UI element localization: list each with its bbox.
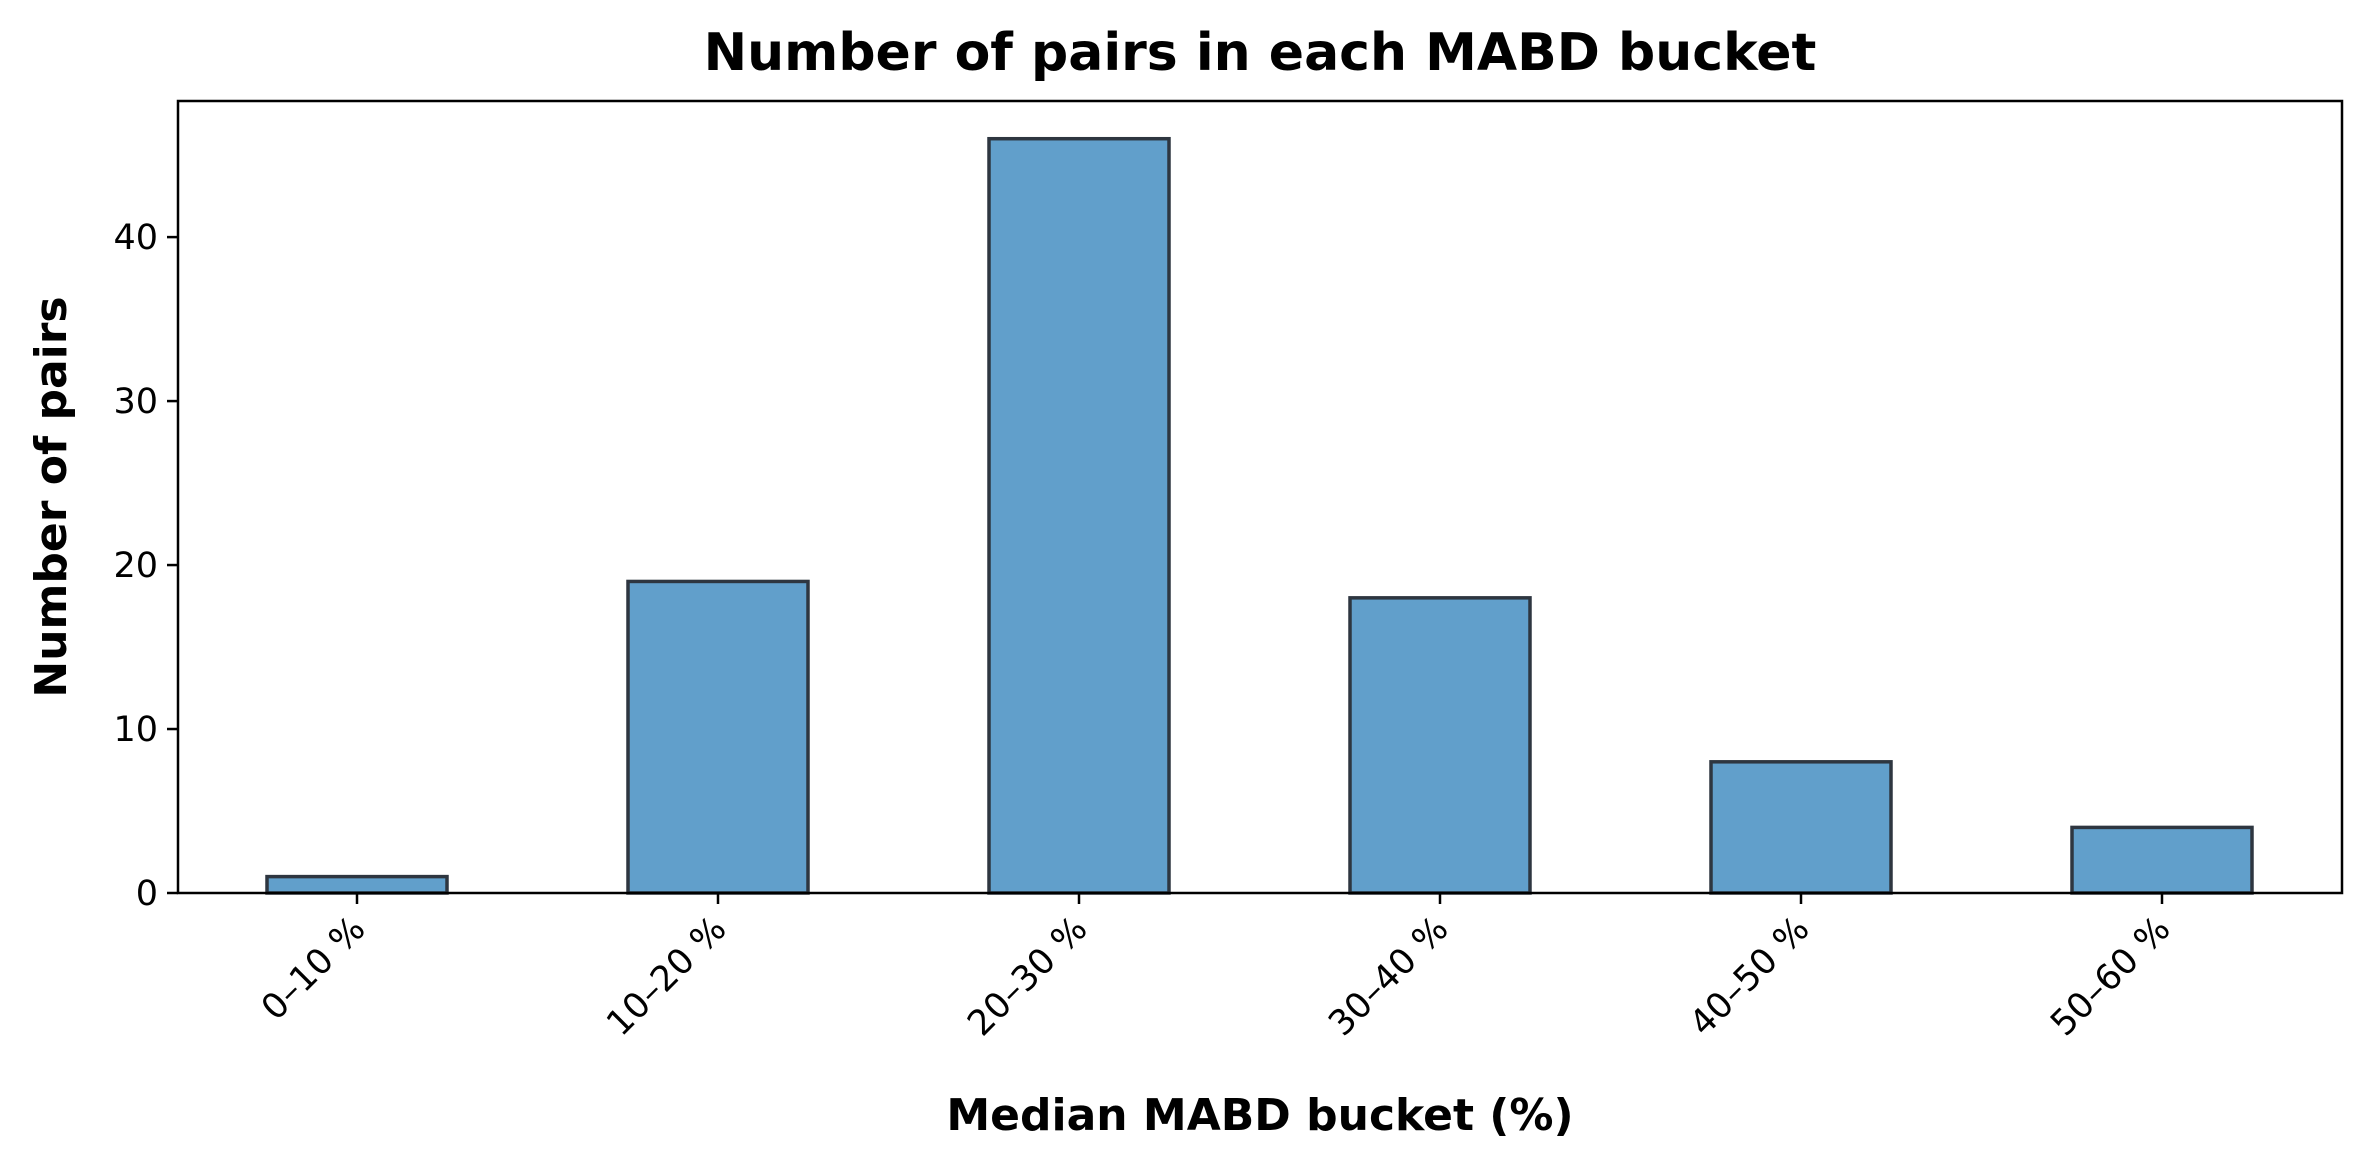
bar-3 [987,136,1171,895]
chart-title: Number of pairs in each MABD bucket [704,23,1817,83]
bar-4 [1348,596,1532,895]
bar-2 [626,579,810,895]
bars-group [265,136,2254,895]
bar-6 [2070,825,2254,895]
y-tick-label-30: 30 [113,382,158,422]
y-tick-label-40: 40 [113,218,158,258]
plot-frame [176,99,2344,895]
y-axis: 0 10 20 30 40 [113,218,178,914]
y-tick-label-10: 10 [113,710,158,750]
y-tick-label-0: 0 [136,874,158,914]
x-axis-label: Median MABD bucket (%) [946,1090,1573,1141]
y-axis-label: Number of pairs [26,296,77,697]
bar-5 [1709,760,1893,895]
y-tick-label-20: 20 [113,546,158,586]
bar-1 [265,874,449,895]
